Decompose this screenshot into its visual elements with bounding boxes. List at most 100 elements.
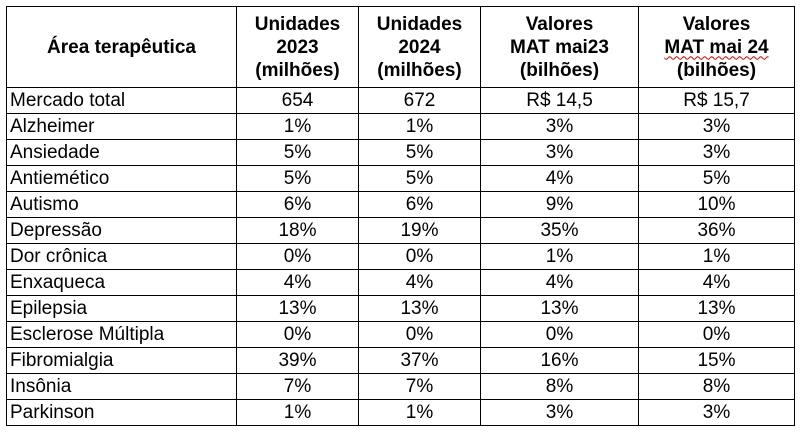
value-cell: 4% bbox=[236, 269, 359, 296]
value-cell: 3% bbox=[638, 113, 795, 140]
value-cell: 5% bbox=[358, 139, 481, 166]
row-label-cell: Enxaqueca bbox=[6, 269, 237, 296]
value-cell: 3% bbox=[480, 399, 639, 426]
value-cell: 5% bbox=[638, 165, 795, 192]
table-row: Ansiedade 5% 5% 3% 3% bbox=[6, 139, 795, 166]
header-line-spellcheck: MAT mai 24 bbox=[664, 36, 769, 58]
row-label-cell: Mercado total bbox=[6, 87, 237, 114]
value-cell: 3% bbox=[638, 399, 795, 426]
value-cell: 6% bbox=[358, 191, 481, 218]
header-values-mat-may-2023: Valores MAT mai23 (bilhões) bbox=[480, 6, 639, 88]
value-cell: 3% bbox=[480, 139, 639, 166]
value-cell: 0% bbox=[236, 243, 359, 270]
header-row: Área terapêutica Unidades 2023 (milhões)… bbox=[6, 6, 795, 88]
row-label-cell: Parkinson bbox=[6, 399, 237, 426]
value-cell: 1% bbox=[236, 113, 359, 140]
therapeutic-area-market-table: Área terapêutica Unidades 2023 (milhões)… bbox=[6, 6, 795, 426]
header-units-2023: Unidades 2023 (milhões) bbox=[236, 6, 359, 88]
value-cell: 9% bbox=[480, 191, 639, 218]
value-cell: 36% bbox=[638, 217, 795, 244]
header-line: Área terapêutica bbox=[47, 36, 196, 58]
value-cell: 13% bbox=[480, 295, 639, 322]
header-therapeutic-area: Área terapêutica bbox=[6, 6, 237, 88]
value-cell: 1% bbox=[358, 113, 481, 140]
table-row: Mercado total 654 672 R$ 14,5 R$ 15,7 bbox=[6, 87, 795, 114]
value-cell: 35% bbox=[480, 217, 639, 244]
value-cell: 1% bbox=[358, 399, 481, 426]
value-cell: 5% bbox=[358, 165, 481, 192]
table-row: Autismo 6% 6% 9% 10% bbox=[6, 191, 795, 218]
header-line: Valores bbox=[525, 13, 594, 35]
table-row: Dor crônica 0% 0% 1% 1% bbox=[6, 243, 795, 270]
value-cell: 39% bbox=[236, 347, 359, 374]
value-cell: 0% bbox=[480, 321, 639, 348]
table-row: Epilepsia 13% 13% 13% 13% bbox=[6, 295, 795, 322]
header-line: Valores bbox=[682, 13, 751, 35]
value-cell: 3% bbox=[638, 139, 795, 166]
value-cell: 13% bbox=[638, 295, 795, 322]
table-row: Enxaqueca 4% 4% 4% 4% bbox=[6, 269, 795, 296]
row-label-cell: Esclerose Múltipla bbox=[6, 321, 237, 348]
header-line: 2024 bbox=[398, 36, 441, 58]
value-cell: 4% bbox=[638, 269, 795, 296]
value-cell: 3% bbox=[480, 113, 639, 140]
table-row: Parkinson 1% 1% 3% 3% bbox=[6, 399, 795, 426]
header-line: Unidades bbox=[254, 13, 341, 35]
value-cell: 7% bbox=[236, 373, 359, 400]
row-label-cell: Antiemético bbox=[6, 165, 237, 192]
table-row: Antiemético 5% 5% 4% 5% bbox=[6, 165, 795, 192]
value-cell: 5% bbox=[236, 165, 359, 192]
value-cell: 8% bbox=[480, 373, 639, 400]
value-cell: 4% bbox=[480, 165, 639, 192]
row-label-cell: Dor crônica bbox=[6, 243, 237, 270]
table-row: Fibromialgia 39% 37% 16% 15% bbox=[6, 347, 795, 374]
header-units-2024: Unidades 2024 (milhões) bbox=[358, 6, 481, 88]
value-cell: 1% bbox=[638, 243, 795, 270]
row-label-cell: Autismo bbox=[6, 191, 237, 218]
value-cell: 13% bbox=[358, 295, 481, 322]
table-row: Depressão 18% 19% 35% 36% bbox=[6, 217, 795, 244]
value-cell: 37% bbox=[358, 347, 481, 374]
value-cell: 13% bbox=[236, 295, 359, 322]
value-cell: 1% bbox=[236, 399, 359, 426]
row-label-cell: Ansiedade bbox=[6, 139, 237, 166]
header-line: MAT mai23 bbox=[510, 36, 609, 58]
header-line: (milhões) bbox=[255, 59, 340, 81]
table-row: Alzheimer 1% 1% 3% 3% bbox=[6, 113, 795, 140]
header-line: (milhões) bbox=[377, 59, 462, 81]
row-label-cell: Depressão bbox=[6, 217, 237, 244]
row-label-cell: Insônia bbox=[6, 373, 237, 400]
table-body: Mercado total 654 672 R$ 14,5 R$ 15,7 Alzheim… bbox=[6, 87, 795, 426]
value-cell: R$ 14,5 bbox=[480, 87, 639, 114]
value-cell: 15% bbox=[638, 347, 795, 374]
header-line: (bilhões) bbox=[676, 59, 757, 81]
value-cell: 0% bbox=[358, 321, 481, 348]
value-cell: 7% bbox=[358, 373, 481, 400]
value-cell: 672 bbox=[358, 87, 481, 114]
header-values-mat-may-2024: Valores MAT mai 24 (bilhões) bbox=[638, 6, 795, 88]
value-cell: 4% bbox=[480, 269, 639, 296]
table-row: Esclerose Múltipla 0% 0% 0% 0% bbox=[6, 321, 795, 348]
header-line: 2023 bbox=[276, 36, 319, 58]
value-cell: 0% bbox=[236, 321, 359, 348]
header-line: Unidades bbox=[376, 13, 463, 35]
table-row: Insônia 7% 7% 8% 8% bbox=[6, 373, 795, 400]
row-label-cell: Fibromialgia bbox=[6, 347, 237, 374]
value-cell: R$ 15,7 bbox=[638, 87, 795, 114]
value-cell: 4% bbox=[358, 269, 481, 296]
row-label-cell: Epilepsia bbox=[6, 295, 237, 322]
row-label-cell: Alzheimer bbox=[6, 113, 237, 140]
value-cell: 1% bbox=[480, 243, 639, 270]
value-cell: 5% bbox=[236, 139, 359, 166]
value-cell: 0% bbox=[358, 243, 481, 270]
value-cell: 8% bbox=[638, 373, 795, 400]
value-cell: 19% bbox=[358, 217, 481, 244]
header-line: (bilhões) bbox=[519, 59, 600, 81]
value-cell: 18% bbox=[236, 217, 359, 244]
value-cell: 0% bbox=[638, 321, 795, 348]
table-header: Área terapêutica Unidades 2023 (milhões)… bbox=[6, 6, 795, 88]
value-cell: 16% bbox=[480, 347, 639, 374]
value-cell: 10% bbox=[638, 191, 795, 218]
value-cell: 6% bbox=[236, 191, 359, 218]
market-share-table-container: Área terapêutica Unidades 2023 (milhões)… bbox=[6, 6, 795, 426]
